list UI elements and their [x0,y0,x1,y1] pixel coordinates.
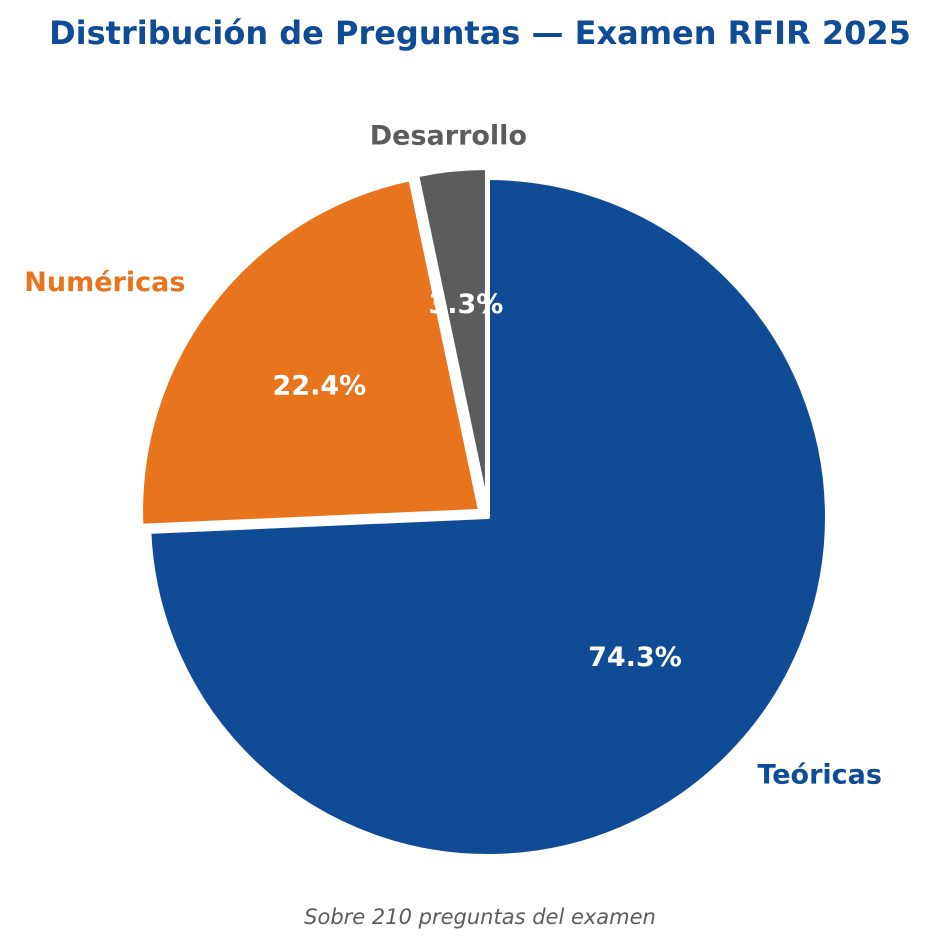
pie-slice-teoricas [147,176,829,858]
percent-label: 74.3% [588,642,682,673]
percent-label: 3.3% [428,289,503,320]
category-label: Teóricas [757,759,882,790]
pie-slice-numericas [139,177,483,528]
percent-label: 22.4% [273,371,367,402]
category-label: Numéricas [24,267,185,298]
category-label: Desarrollo [370,121,527,152]
chart-title: Distribución de Preguntas — Examen RFIR … [49,14,911,52]
pie-slices [139,166,829,858]
percent-labels: 74.3% 22.4% 3.3% [273,289,682,673]
category-labels: Teóricas Numéricas Desarrollo [24,121,882,791]
pie-slice-desarrollo [415,166,489,510]
chart-caption: Sobre 210 preguntas del examen [304,905,656,929]
